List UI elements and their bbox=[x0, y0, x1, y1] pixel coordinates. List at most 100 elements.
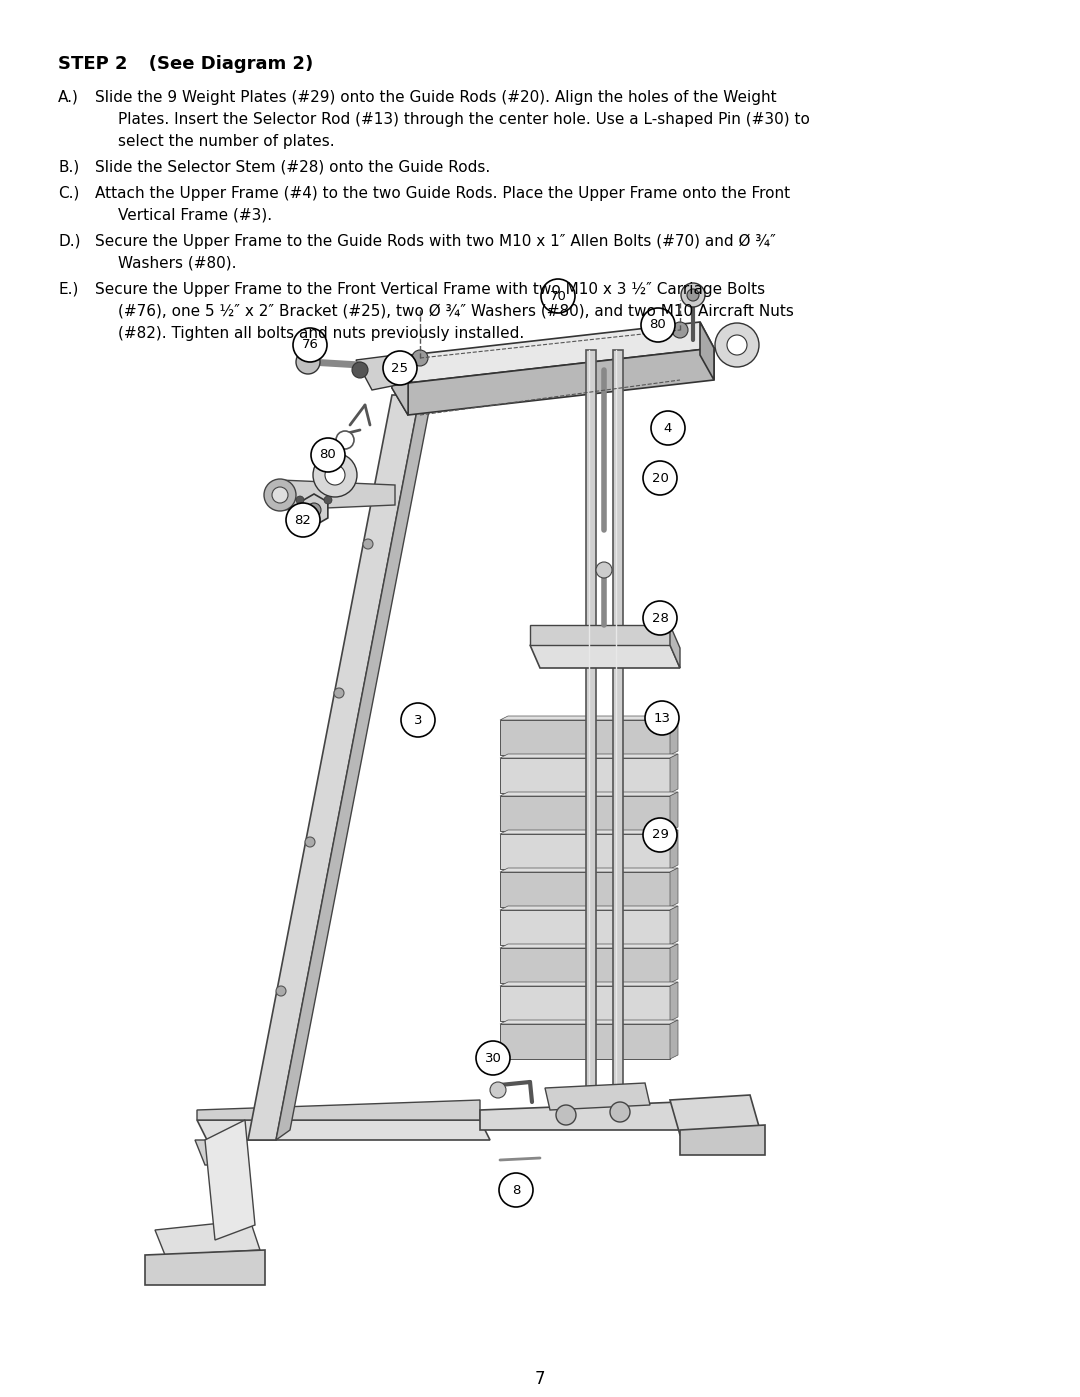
Circle shape bbox=[643, 601, 677, 636]
Polygon shape bbox=[300, 495, 328, 527]
Polygon shape bbox=[408, 348, 714, 415]
Polygon shape bbox=[670, 1095, 760, 1134]
Text: 76: 76 bbox=[301, 338, 319, 352]
Circle shape bbox=[352, 362, 368, 379]
Polygon shape bbox=[545, 1083, 650, 1111]
Polygon shape bbox=[500, 719, 670, 754]
Polygon shape bbox=[500, 754, 678, 759]
Circle shape bbox=[556, 1105, 576, 1125]
Circle shape bbox=[276, 986, 286, 996]
Polygon shape bbox=[500, 759, 670, 793]
Polygon shape bbox=[670, 982, 678, 1021]
Polygon shape bbox=[500, 872, 670, 907]
Text: 28: 28 bbox=[651, 612, 669, 624]
Text: Slide the 9 Weight Plates (#29) onto the Guide Rods (#20). Align the holes of th: Slide the 9 Weight Plates (#29) onto the… bbox=[95, 89, 777, 105]
Circle shape bbox=[325, 465, 345, 485]
Circle shape bbox=[336, 432, 354, 448]
Circle shape bbox=[687, 289, 699, 300]
Text: Attach the Upper Frame (#4) to the two Guide Rods. Place the Upper Frame onto th: Attach the Upper Frame (#4) to the two G… bbox=[95, 186, 791, 201]
Text: Vertical Frame (#3).: Vertical Frame (#3). bbox=[118, 208, 272, 224]
Polygon shape bbox=[670, 830, 678, 869]
Text: 3: 3 bbox=[414, 714, 422, 726]
Circle shape bbox=[642, 307, 675, 342]
Circle shape bbox=[643, 819, 677, 852]
Circle shape bbox=[311, 439, 345, 472]
Polygon shape bbox=[670, 754, 678, 793]
Polygon shape bbox=[392, 358, 408, 415]
Polygon shape bbox=[500, 1020, 678, 1024]
Text: (#76), one 5 ½″ x 2″ Bracket (#25), two Ø ¾″ Washers (#80), and two M10 Aircraft: (#76), one 5 ½″ x 2″ Bracket (#25), two … bbox=[118, 305, 794, 319]
Polygon shape bbox=[670, 717, 678, 754]
Circle shape bbox=[541, 279, 575, 313]
Polygon shape bbox=[197, 1120, 490, 1140]
Text: (See Diagram 2): (See Diagram 2) bbox=[130, 54, 313, 73]
Text: 8: 8 bbox=[512, 1183, 521, 1196]
Polygon shape bbox=[500, 717, 678, 719]
Circle shape bbox=[305, 837, 315, 847]
Text: 13: 13 bbox=[653, 711, 671, 725]
Polygon shape bbox=[670, 792, 678, 831]
Text: 20: 20 bbox=[651, 472, 669, 485]
Text: Plates. Insert the Selector Rod (#13) through the center hole. Use a L-shaped Pi: Plates. Insert the Selector Rod (#13) th… bbox=[118, 112, 810, 127]
Text: Washers (#80).: Washers (#80). bbox=[118, 256, 237, 271]
Text: 7: 7 bbox=[535, 1370, 545, 1389]
Text: 80: 80 bbox=[650, 319, 666, 331]
Polygon shape bbox=[392, 321, 714, 383]
Circle shape bbox=[313, 453, 357, 497]
Polygon shape bbox=[530, 624, 670, 645]
Polygon shape bbox=[680, 1125, 765, 1155]
Text: D.): D.) bbox=[58, 235, 81, 249]
Polygon shape bbox=[586, 351, 596, 1095]
Polygon shape bbox=[205, 1120, 255, 1241]
Polygon shape bbox=[276, 386, 434, 1140]
Polygon shape bbox=[156, 1220, 260, 1255]
Text: 25: 25 bbox=[391, 362, 408, 374]
Polygon shape bbox=[670, 907, 678, 944]
Circle shape bbox=[293, 328, 327, 362]
Circle shape bbox=[334, 687, 345, 698]
Polygon shape bbox=[500, 986, 670, 1021]
Polygon shape bbox=[500, 796, 670, 831]
Text: select the number of plates.: select the number of plates. bbox=[118, 134, 335, 149]
Text: E.): E.) bbox=[58, 282, 79, 298]
Circle shape bbox=[296, 351, 320, 374]
Circle shape bbox=[363, 539, 373, 549]
Circle shape bbox=[264, 479, 296, 511]
Polygon shape bbox=[500, 1024, 670, 1059]
Polygon shape bbox=[670, 1020, 678, 1059]
Polygon shape bbox=[500, 792, 678, 796]
Circle shape bbox=[401, 703, 435, 738]
Polygon shape bbox=[500, 909, 670, 944]
Circle shape bbox=[499, 1173, 534, 1207]
Circle shape bbox=[411, 351, 428, 366]
Text: 30: 30 bbox=[485, 1052, 501, 1065]
Polygon shape bbox=[195, 1140, 225, 1165]
Circle shape bbox=[490, 1083, 507, 1098]
Polygon shape bbox=[500, 834, 670, 869]
Circle shape bbox=[681, 284, 705, 307]
Text: A.): A.) bbox=[58, 89, 79, 105]
Polygon shape bbox=[392, 358, 408, 415]
Polygon shape bbox=[500, 907, 678, 909]
Circle shape bbox=[307, 503, 321, 517]
Circle shape bbox=[476, 1041, 510, 1076]
Circle shape bbox=[596, 562, 612, 578]
Text: 82: 82 bbox=[295, 514, 311, 527]
Polygon shape bbox=[145, 1250, 265, 1285]
Circle shape bbox=[651, 411, 685, 446]
Polygon shape bbox=[670, 868, 678, 907]
Polygon shape bbox=[670, 624, 680, 668]
Polygon shape bbox=[500, 982, 678, 986]
Text: 70: 70 bbox=[550, 289, 566, 303]
Circle shape bbox=[727, 335, 747, 355]
Text: STEP 2: STEP 2 bbox=[58, 54, 127, 73]
Circle shape bbox=[296, 496, 303, 504]
Polygon shape bbox=[670, 944, 678, 983]
Text: Secure the Upper Frame to the Front Vertical Frame with two M10 x 3 ½″ Carriage : Secure the Upper Frame to the Front Vert… bbox=[95, 282, 765, 298]
Text: C.): C.) bbox=[58, 186, 79, 201]
Polygon shape bbox=[500, 949, 670, 983]
Circle shape bbox=[286, 503, 320, 536]
Polygon shape bbox=[500, 868, 678, 872]
Circle shape bbox=[610, 1102, 630, 1122]
Text: Secure the Upper Frame to the Guide Rods with two M10 x 1″ Allen Bolts (#70) and: Secure the Upper Frame to the Guide Rods… bbox=[95, 235, 775, 249]
